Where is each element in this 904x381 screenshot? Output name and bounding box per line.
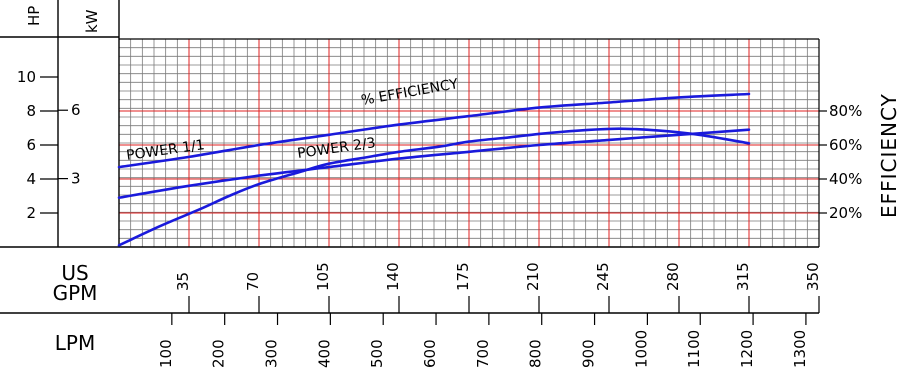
lpm-tick-label: 1000	[632, 330, 650, 368]
series-line-power-1-1	[117, 92, 751, 169]
gpm-tick-label: 175	[454, 262, 472, 291]
lpm-tick-label: 200	[210, 339, 228, 368]
gpm-tick-label: 70	[244, 272, 262, 291]
tick-labels: 10 8 6 4 2 6 3 80% 60% 40% 20% 35 70 105 140 175 210 245 2…	[17, 68, 862, 368]
lpm-tick-label: 300	[263, 339, 281, 368]
hp-axis-title: HP	[25, 6, 43, 26]
kw-axis-title: kW	[83, 9, 101, 33]
lpm-tick-label: 1300	[791, 330, 809, 368]
lpm-tick-label: 800	[527, 339, 545, 368]
hp-tick-label: 8	[26, 102, 36, 120]
lpm-tick-label: 100	[157, 339, 175, 368]
series-line-power-2-3	[117, 128, 751, 199]
gpm-tick-label: 105	[314, 262, 332, 291]
us-gpm-title-line2: GPM	[53, 281, 98, 305]
gpm-tick-label: 245	[594, 262, 612, 291]
series-curves	[117, 92, 751, 247]
gpm-tick-label: 280	[664, 262, 682, 291]
gpm-tick-label: 315	[734, 262, 752, 291]
lpm-tick-label: 1200	[738, 330, 756, 368]
lpm-tick-label: 600	[421, 339, 439, 368]
gpm-tick-label: 350	[804, 262, 822, 291]
lpm-axis-title: LPM	[55, 331, 95, 355]
efficiency-axis-title: EFFICIENCY	[877, 93, 901, 218]
gpm-tick-label: 35	[174, 272, 192, 291]
lpm-tick-label: 700	[474, 339, 492, 368]
axes-labels: HP kW EFFICIENCY US GPM LPM	[25, 6, 901, 355]
gpm-tick-label: 140	[384, 262, 402, 291]
series-label-efficiency: % EFFICIENCY	[360, 76, 460, 109]
lpm-tick-label: 500	[368, 339, 386, 368]
efficiency-tick-label: 80%	[829, 102, 862, 120]
hp-tick-label: 6	[26, 136, 36, 154]
hp-tick-label: 10	[17, 68, 36, 86]
gpm-tick-label: 210	[524, 262, 542, 291]
lpm-tick-label: 1100	[685, 330, 703, 368]
lpm-tick-label: 900	[580, 339, 598, 368]
kw-tick-label: 6	[71, 101, 81, 119]
kw-tick-label: 3	[71, 170, 81, 188]
hp-tick-label: 2	[26, 204, 36, 222]
hp-tick-label: 4	[26, 170, 36, 188]
lpm-tick-label: 400	[315, 339, 333, 368]
us-gpm-title-line1: US	[61, 261, 88, 285]
efficiency-tick-label: 60%	[829, 136, 862, 154]
efficiency-tick-label: 20%	[829, 204, 862, 222]
chart-frame	[0, 0, 820, 314]
efficiency-tick-label: 40%	[829, 170, 862, 188]
series-line-efficiency	[117, 127, 751, 247]
